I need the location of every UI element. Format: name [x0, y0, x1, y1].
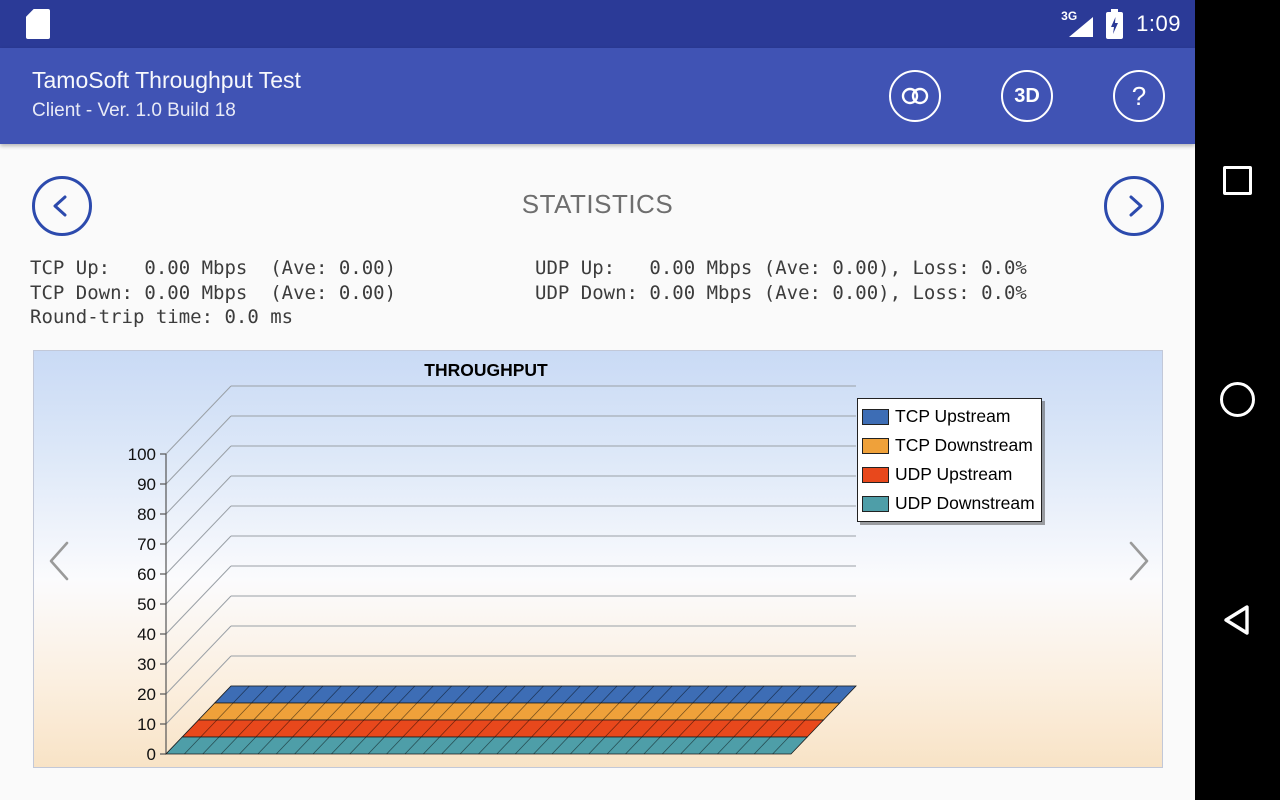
signal-triangle-icon	[1069, 17, 1094, 37]
chart-y-tick-label: 60	[137, 565, 156, 584]
help-button[interactable]: ?	[1113, 70, 1165, 122]
legend-swatch	[862, 495, 889, 512]
chart-title: THROUGHPUT	[424, 360, 548, 380]
chevron-right-icon	[1129, 195, 1143, 217]
app-title: TamoSoft Throughput Test	[32, 67, 301, 93]
chevron-left-icon	[49, 541, 69, 581]
android-navigation-bar	[1195, 0, 1280, 800]
app-window: 3G 1:09 TamoSoft Throughput Test Client …	[0, 0, 1195, 800]
chevron-left-icon	[53, 195, 67, 217]
chart-scroll-left-button[interactable]	[46, 539, 72, 588]
recents-button[interactable]	[1195, 166, 1280, 195]
status-bar: 3G 1:09	[0, 0, 1195, 48]
back-button[interactable]	[1195, 602, 1280, 638]
status-icons: 3G 1:09	[1061, 9, 1181, 39]
app-titles: TamoSoft Throughput Test Client - Ver. 1…	[32, 64, 301, 126]
help-icon: ?	[1131, 80, 1147, 111]
chart-scroll-right-button[interactable]	[1126, 539, 1152, 588]
legend-label: TCP Upstream	[895, 406, 1011, 426]
home-button[interactable]	[1195, 382, 1280, 417]
tcp-up-stat: TCP Up: 0.00 Mbps (Ave: 0.00)	[30, 257, 397, 279]
chart-y-tick-label: 100	[128, 445, 156, 464]
tcp-down-stat: TCP Down: 0.00 Mbps (Ave: 0.00)	[30, 281, 397, 304]
home-icon	[1220, 382, 1255, 417]
chart-y-tick-label: 0	[147, 745, 156, 764]
legend-swatch	[862, 437, 889, 454]
legend-swatch	[862, 466, 889, 483]
page-title: STATISTICS	[521, 189, 674, 219]
legend-item: TCP Upstream	[862, 402, 1035, 431]
throughput-chart: 0 10 20 30 40 50 60 70 80 90 100	[128, 385, 857, 764]
chart-y-tick-label: 40	[137, 625, 156, 644]
udp-down-stat: UDP Down: 0.00 Mbps (Ave: 0.00), Loss: 0…	[535, 281, 1027, 304]
connect-button[interactable]	[889, 70, 941, 122]
legend-swatch	[862, 408, 889, 425]
legend-item: TCP Downstream	[862, 431, 1035, 460]
battery-charging-icon	[1106, 9, 1124, 39]
next-page-button[interactable]	[1104, 176, 1164, 236]
3d-icon: 3D	[1014, 84, 1040, 107]
chart-y-tick-label: 90	[137, 475, 156, 494]
stats-left-column: TCP Up: 0.00 Mbps (Ave: 0.00) TCP Down: …	[30, 256, 396, 330]
cellular-signal-icon: 3G	[1061, 9, 1094, 39]
back-icon	[1223, 605, 1249, 635]
chart-y-tick-label: 10	[137, 715, 156, 734]
app-subtitle: Client - Ver. 1.0 Build 18	[32, 100, 236, 121]
link-icon	[901, 87, 929, 105]
legend-item: UDP Upstream	[862, 460, 1035, 489]
content: STATISTICS TCP Up: 0.00 Mbps (Ave: 0.00)…	[0, 144, 1195, 800]
sdcard-icon	[26, 9, 50, 39]
chart-y-tick-label: 70	[137, 535, 156, 554]
round-trip-stat: Round-trip time: 0.0 ms	[30, 306, 294, 328]
chart-y-tick-label: 20	[137, 685, 156, 704]
app-bar: TamoSoft Throughput Test Client - Ver. 1…	[0, 48, 1195, 144]
prev-page-button[interactable]	[32, 176, 92, 236]
chevron-right-icon	[1129, 541, 1149, 581]
stats-right-column: UDP Up: 0.00 Mbps (Ave: 0.00), Loss: 0.0…	[535, 256, 1027, 305]
app-actions: 3D ?	[889, 70, 1165, 122]
3d-chart-button[interactable]: 3D	[1001, 70, 1053, 122]
chart-legend: TCP Upstream TCP Downstream UDP Upstream UD…	[857, 398, 1042, 522]
legend-label: TCP Downstream	[895, 435, 1033, 455]
legend-item: UDP Downstream	[862, 489, 1035, 518]
throughput-chart-panel: THROUGHPUT 0 10 20 30 40 50 60 70 80 90 100 TCP Up…	[33, 350, 1163, 768]
chart-y-tick-label: 80	[137, 505, 156, 524]
chart-y-tick-label: 50	[137, 595, 156, 614]
status-time: 1:09	[1136, 11, 1181, 36]
recents-icon	[1223, 166, 1252, 195]
legend-label: UDP Upstream	[895, 464, 1013, 484]
udp-up-stat: UDP Up: 0.00 Mbps (Ave: 0.00), Loss: 0.0…	[535, 257, 1027, 279]
legend-label: UDP Downstream	[895, 493, 1035, 513]
chart-y-tick-label: 30	[137, 655, 156, 674]
